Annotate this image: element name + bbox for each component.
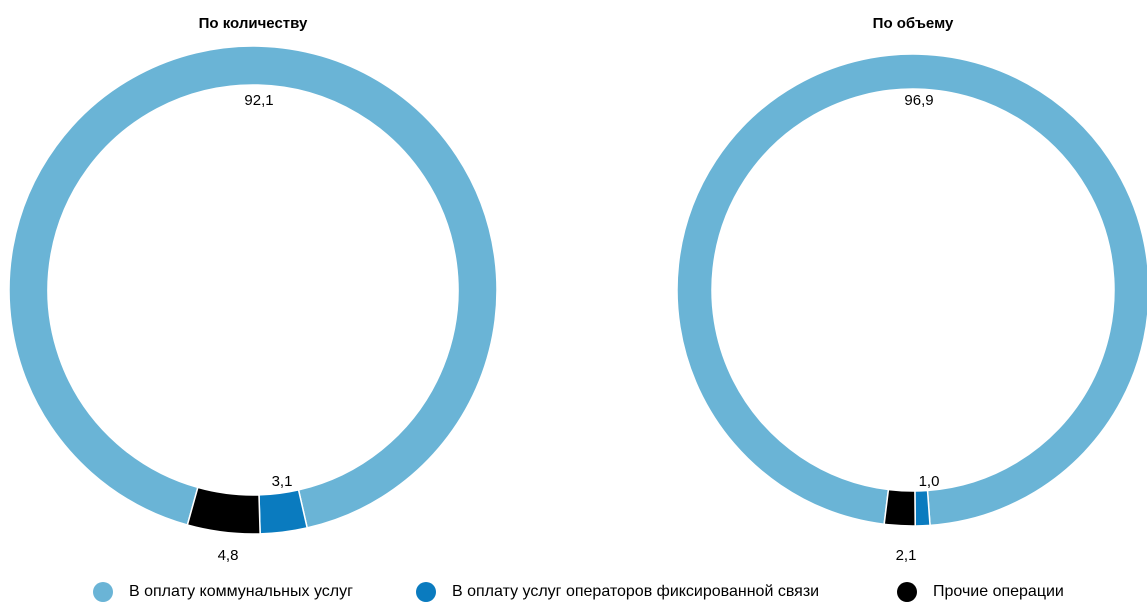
legend-label-utilities: В оплату коммунальных услуг [129, 583, 353, 600]
legend-swatch-fixed-line [416, 582, 436, 602]
value-label-fixed-line: 1,0 [919, 473, 940, 490]
slice-utilities [8, 45, 498, 529]
donut-charts: По количеству 92,1 3,1 4,8 По объему 96,9 1,0 2… [8, 15, 1147, 564]
chart-legend: В оплату коммунальных услуг В оплату усл… [0, 576, 1147, 602]
donut-chart-2: По объему 96,9 1,0 2,1 [676, 15, 1147, 564]
legend-item-utilities: В оплату коммунальных услуг [93, 582, 353, 602]
chart-title: По объему [873, 15, 954, 32]
slice-other [186, 486, 261, 535]
legend-item-fixed-line: В оплату услуг операторов фиксированной … [416, 582, 819, 602]
donut-chart-1: По количеству 92,1 3,1 4,8 [8, 15, 498, 564]
value-label-utilities: 92,1 [244, 92, 273, 109]
slice-other [883, 488, 916, 527]
slice-utilities [676, 53, 1147, 527]
legend-swatch-other [897, 582, 917, 602]
value-label-fixed-line: 3,1 [272, 473, 293, 490]
legend-label-other: Прочие операции [933, 583, 1064, 600]
legend-label-fixed-line: В оплату услуг операторов фиксированной … [452, 583, 820, 600]
slice-fixed-line [914, 489, 931, 527]
value-label-utilities: 96,9 [904, 92, 933, 109]
value-label-other: 2,1 [896, 547, 917, 564]
value-label-other: 4,8 [218, 547, 239, 564]
legend-item-other: Прочие операции [897, 582, 1064, 602]
chart-title: По количеству [199, 15, 308, 32]
legend-swatch-utilities [93, 582, 113, 602]
slice-fixed-line [258, 488, 309, 535]
